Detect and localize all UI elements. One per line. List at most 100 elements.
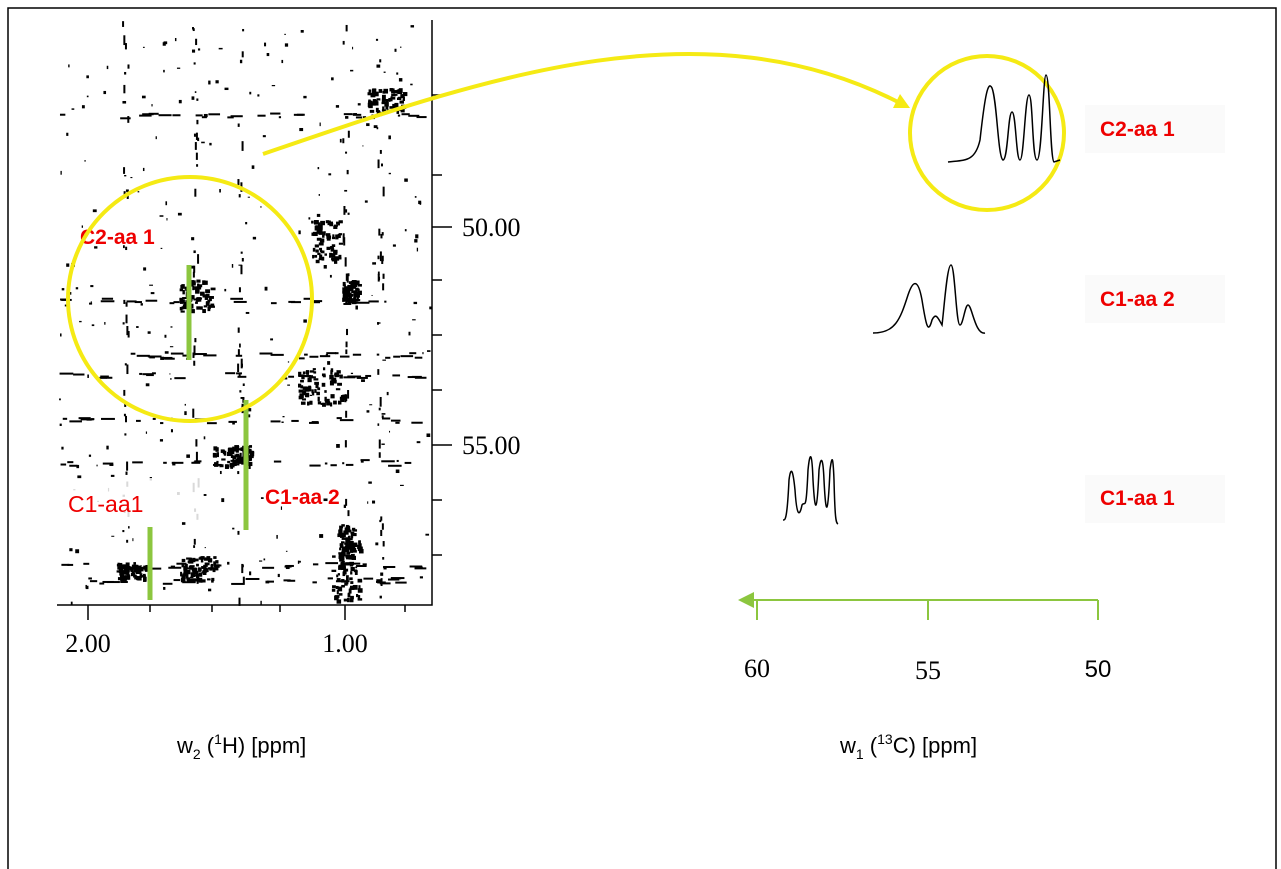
noise-dot [227,448,233,453]
noise-dot [229,449,233,455]
noise-dot [145,299,158,302]
y-tick-label: 55.00 [462,431,521,460]
noise-dot [339,556,344,562]
noise-dot [319,254,323,260]
spectrum-ticks [87,94,452,620]
noise-dot [163,461,167,464]
noise-dot [182,354,190,357]
noise-dot [309,355,319,358]
noise-dot [192,28,195,32]
noise-dot [344,189,348,192]
noise-dot [237,179,240,186]
noise-dot [357,578,363,583]
noise-dot [339,396,344,400]
noise-dot [199,556,204,560]
noise-dot [326,237,331,241]
noise-dot [381,415,384,418]
noise-dot [150,292,155,295]
noise-dot [192,557,196,563]
noise-dot [135,419,141,422]
noise-dot [380,578,383,587]
highlight-circle [908,54,1066,212]
noise-dot [362,563,367,566]
noise-dot [309,394,313,397]
noise-dot [337,533,342,538]
noise-dot [337,233,341,238]
noise-dot [386,391,389,396]
noise-dot [347,295,350,298]
noise-dot [349,577,353,581]
noise-dot [347,298,351,302]
noise-dot [381,443,385,445]
noise-dot [325,398,330,403]
noise-dot [192,352,195,358]
noise-dot [380,529,383,537]
noise-dot [131,571,135,574]
noise-dot [101,417,115,420]
noise-dot [358,548,364,554]
noise-dot [376,579,382,582]
noise-dot [348,588,352,594]
noise-dot [346,537,351,542]
noise-dot [99,582,105,585]
noise-dot [208,305,211,309]
noise-dot [330,248,335,252]
noise-dot [410,83,413,86]
noise-dot [367,102,373,108]
noise-dot [347,535,351,539]
noise-dot [216,452,219,458]
noise-dot [338,242,344,245]
noise-dot [381,109,387,112]
axis-tick-label: 55 [915,656,941,685]
noise-dot [209,558,213,563]
noise-dot [313,301,320,304]
noise-dot [59,423,62,426]
noise-dot [347,525,351,528]
noise-dot [188,559,194,564]
noise-dot [389,106,393,109]
noise-dot [332,555,336,558]
noise-dot [312,247,316,252]
noise-dot [130,352,136,355]
noise-dot [298,357,305,360]
noise-dot [75,287,79,290]
noise-dot [163,586,166,590]
noise-dot [200,306,203,310]
noise-dot [213,556,217,559]
noise-dot [133,569,137,573]
noise-dot [190,265,194,269]
noise-dot [309,400,313,405]
noise-dot [245,221,248,225]
noise-dot [195,297,200,302]
noise-dot [135,575,138,579]
noise-dot [334,352,339,355]
noise-dot [400,46,402,48]
noise-dot [270,112,281,115]
noise-dot [342,462,345,465]
noise-dot [381,163,384,167]
noise-dot [190,572,196,578]
noise-dot [351,298,354,301]
noise-dot [342,297,345,302]
noise-dot [247,196,250,198]
noise-dot [319,247,323,251]
noise-dot [209,568,213,571]
noise-dot [377,423,380,426]
noise-dot [319,231,324,235]
noise-dot [221,458,226,461]
noise-dot [325,220,330,224]
noise-dot [356,293,360,298]
noise-dot [327,577,333,580]
label-bg [1085,105,1225,153]
noise-dot [388,464,402,467]
noise-dot [203,567,207,573]
noise-dot [351,284,354,289]
noise-dot [248,464,251,469]
noise-dot [206,562,210,566]
noise-dot [365,374,372,377]
noise-dot [288,375,295,378]
noise-dot [235,453,240,458]
noise-dot [210,564,213,569]
noise-dot [204,562,208,567]
noise-dot [193,250,196,254]
